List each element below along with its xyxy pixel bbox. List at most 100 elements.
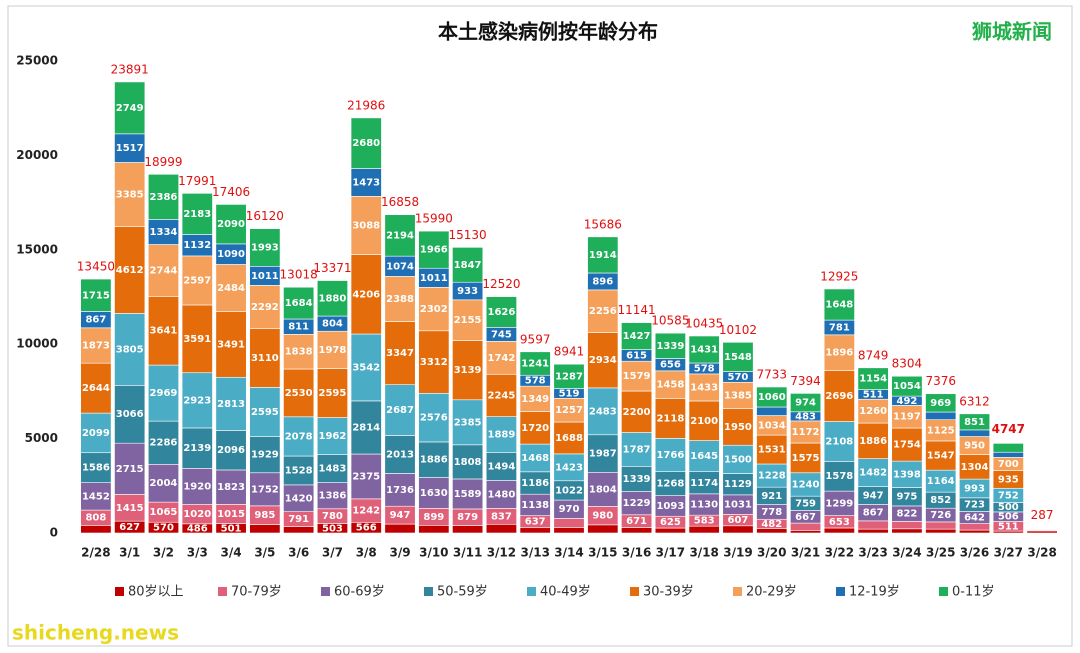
bar-segment: [283, 334, 315, 370]
bar-segment: [114, 133, 146, 163]
total-label: 7394: [790, 374, 821, 388]
data-label: 1626: [487, 307, 515, 318]
data-label: 1197: [893, 412, 921, 423]
bar-segment: [384, 473, 416, 507]
data-label: 1531: [758, 445, 786, 456]
data-label: 4612: [116, 265, 144, 276]
bar-segment: [823, 288, 855, 321]
bar-segment: [249, 328, 281, 388]
data-label: 1125: [927, 425, 955, 436]
bar-segment: [452, 247, 484, 283]
data-label: 1090: [217, 249, 245, 260]
bar-segment: [485, 480, 517, 509]
bar-segment: [350, 117, 382, 169]
data-label: 2715: [116, 464, 144, 475]
bar-segment: [621, 322, 653, 350]
x-tick-label: 3/3: [187, 546, 208, 560]
bar-segment: [925, 521, 957, 530]
bar-segment: [857, 422, 889, 459]
data-label: 3312: [420, 357, 448, 368]
data-label: 2013: [386, 449, 414, 460]
data-label: 2375: [352, 471, 380, 482]
total-label: 9597: [520, 332, 551, 346]
bar-segment: [452, 399, 484, 446]
bar-segment: [722, 381, 754, 409]
bar-segment: [823, 461, 855, 492]
bar-segment: [316, 368, 348, 418]
x-tick-label: 3/23: [858, 546, 887, 560]
bar-segment: [959, 413, 991, 431]
bar-segment: [316, 280, 348, 317]
total-label: 10585: [651, 314, 689, 328]
data-label: 3088: [352, 220, 380, 231]
data-label: 4206: [352, 289, 380, 300]
data-label: 1873: [82, 340, 110, 351]
data-label: 947: [863, 491, 884, 502]
data-label: 1398: [893, 469, 921, 480]
bar-segment: [114, 442, 146, 495]
data-label: 656: [660, 360, 681, 371]
data-label: 1548: [724, 352, 752, 363]
data-label: 1186: [521, 478, 549, 489]
bar-segment: [80, 278, 112, 312]
bar-segment: [553, 421, 585, 455]
total-label: 16120: [246, 209, 284, 223]
x-tick-label: 3/20: [757, 546, 786, 560]
data-label: 1929: [251, 450, 279, 461]
bar-segment: [181, 427, 213, 469]
bar-segment: [688, 335, 720, 364]
data-label: 1130: [690, 500, 718, 511]
bar-segment: [925, 528, 957, 534]
legend-swatch: [733, 587, 742, 596]
bar-segment: [891, 375, 923, 397]
data-label: 1138: [521, 500, 549, 511]
bar-segment: [756, 434, 788, 465]
data-label: 1645: [690, 451, 718, 462]
bar-segment: [418, 441, 450, 478]
data-label: 3385: [116, 189, 144, 200]
data-label: 2385: [454, 417, 482, 428]
y-tick-label: 10000: [16, 337, 58, 351]
data-label: 1386: [319, 491, 347, 502]
data-label: 811: [288, 322, 309, 333]
bar-segment: [519, 527, 551, 534]
total-label: 15686: [584, 217, 622, 231]
data-label: 933: [457, 286, 478, 297]
data-label: 2595: [251, 407, 279, 418]
data-label: 627: [119, 522, 140, 533]
data-label: 950: [964, 441, 985, 452]
data-label: 2923: [183, 395, 211, 406]
legend-swatch: [836, 587, 845, 596]
x-tick-label: 3/17: [656, 546, 685, 560]
legend-swatch: [424, 587, 433, 596]
data-label: 642: [964, 513, 985, 524]
bar-segment: [114, 494, 146, 522]
bar-segment: [519, 351, 551, 376]
data-label: 781: [829, 322, 850, 333]
total-label: 15130: [449, 228, 487, 242]
data-label: 1494: [487, 461, 515, 472]
bar-segment: [215, 311, 247, 378]
bar-segment: [688, 440, 720, 472]
data-label: 1589: [454, 489, 482, 500]
legend-swatch: [527, 587, 536, 596]
data-label: 1468: [521, 453, 549, 464]
bar-segment: [147, 244, 179, 297]
data-label: 1458: [656, 380, 684, 391]
bar-segment: [823, 490, 855, 516]
data-label: 899: [423, 512, 444, 523]
bar-segment: [452, 340, 484, 401]
data-label: 778: [761, 507, 782, 518]
bar-segment: [80, 525, 112, 534]
bar-segment: [350, 254, 382, 335]
total-label: 7733: [756, 368, 787, 382]
bar-segment: [181, 372, 213, 429]
x-tick-label: 3/6: [288, 546, 309, 560]
bar-segment: [418, 330, 450, 394]
data-label: 1174: [690, 478, 718, 489]
data-label: 1500: [724, 454, 752, 465]
data-label: 879: [457, 512, 478, 523]
data-label: 700: [998, 459, 1019, 470]
data-label: 2388: [386, 294, 414, 305]
